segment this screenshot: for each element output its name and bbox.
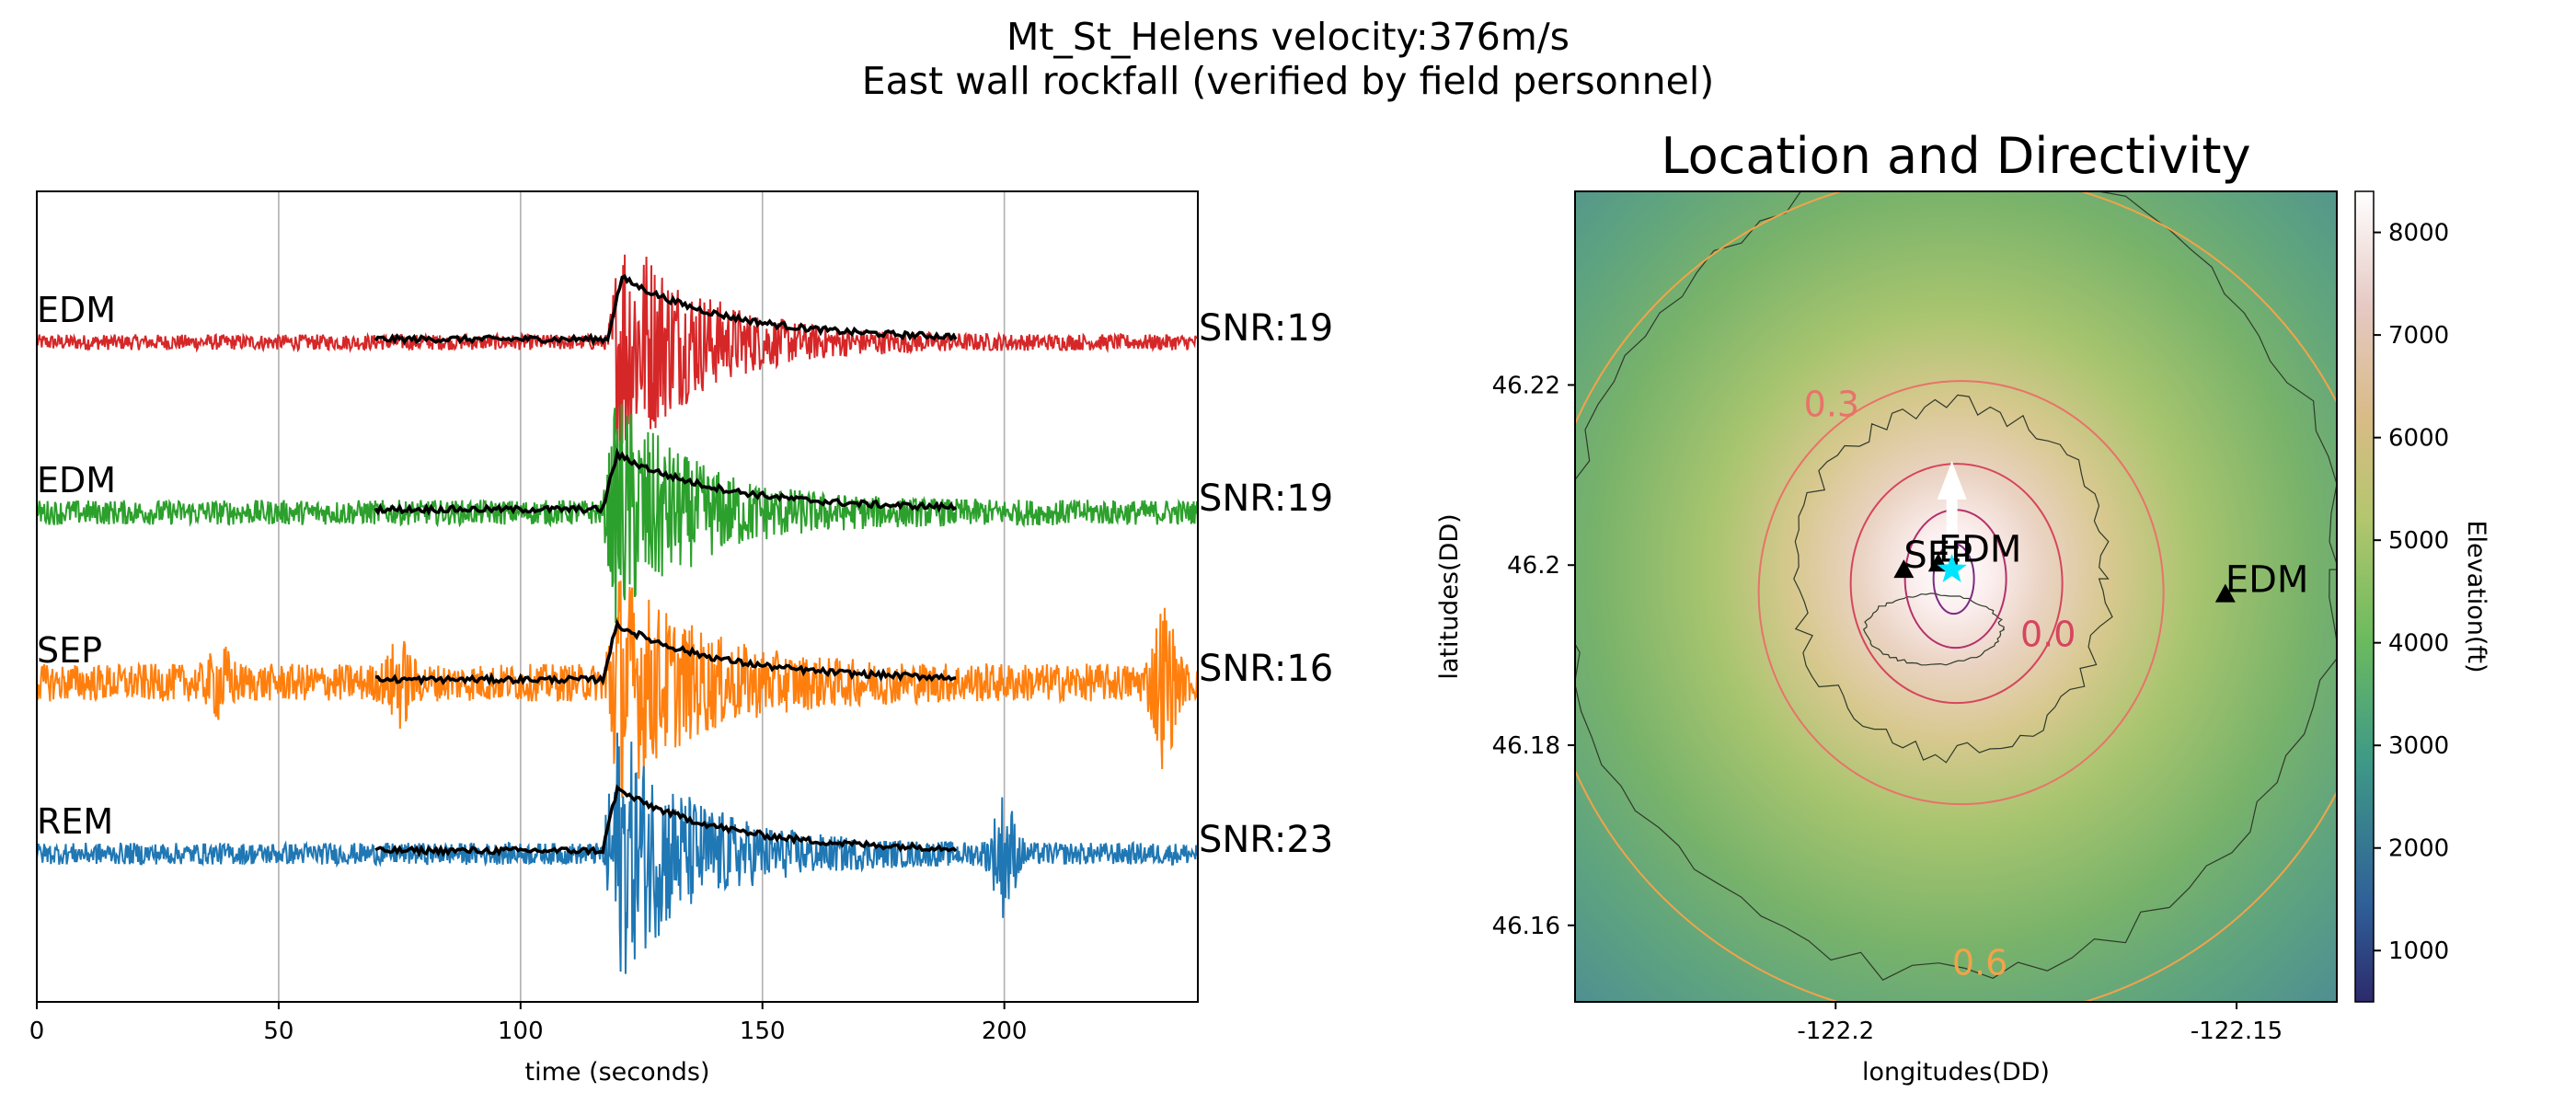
x-tick-label: 200: [982, 1018, 1028, 1045]
station-marker: [2214, 583, 2236, 603]
x-tick-label: -122.2: [1797, 1018, 1874, 1045]
snr-label: SNR:16: [1199, 648, 1333, 690]
waveform-chart: EDM SNR:19 EDM SNR:19 SEP SNR:16 REM SNR:23 0 50 1…: [29, 190, 1333, 1087]
x-tick-label: 100: [498, 1018, 544, 1045]
contour-label: 0.0: [2020, 614, 2076, 654]
waveform-trace: [36, 254, 1199, 454]
colorbar-label: Elevation(ft): [2462, 520, 2490, 673]
topo-contour: [1793, 394, 2113, 764]
x-axis-label: time (seconds): [524, 1058, 709, 1087]
station-label: EDM: [37, 460, 116, 500]
directivity-arrow-head: [1937, 461, 1967, 500]
colorbar-tick-label: 4000: [2388, 630, 2449, 658]
x-axis-label: longitudes(DD): [1862, 1058, 2050, 1087]
x-tick-label: -122.15: [2191, 1018, 2283, 1045]
colorbar-tick-label: 3000: [2388, 732, 2449, 760]
snr-label: SNR:19: [1199, 477, 1333, 520]
directivity-contour: [1849, 463, 2064, 705]
source-location-star: [1937, 554, 1967, 582]
waveform-trace: [36, 404, 1199, 624]
y-tick-label: 46.22: [1492, 372, 1560, 399]
map-overlays: [1575, 191, 2337, 1002]
snr-label: SNR:23: [1199, 819, 1333, 861]
colorbar-tick-label: 5000: [2388, 527, 2449, 555]
envelope-line: [374, 784, 958, 858]
plot-frame: [36, 190, 1199, 1003]
location-map-chart: 0.30.00.6SEPEDMEDMLocation and Directivi…: [1435, 127, 2490, 1087]
contour-label: 0.6: [1952, 943, 2007, 983]
map-frame: [1574, 190, 2338, 1003]
y-axis-label: latitudes(DD): [1435, 513, 1464, 679]
snr-label: SNR:19: [1199, 307, 1333, 350]
station-label: REM: [37, 801, 113, 842]
envelope-line: [374, 273, 958, 347]
station-label: EDM: [37, 290, 116, 330]
y-tick-label: 46.2: [1507, 552, 1560, 580]
map-title: Location and Directivity: [1661, 127, 2250, 185]
envelope-line: [374, 447, 957, 516]
colorbar-tick-label: 8000: [2388, 220, 2449, 247]
x-tick-label: 150: [740, 1018, 786, 1045]
colorbar-tick-label: 1000: [2388, 937, 2449, 965]
colorbar-tick-label: 2000: [2388, 835, 2449, 863]
suptitle-line-2: East wall rockfall (verified by field pe…: [861, 59, 1715, 103]
station-marker: [1893, 559, 1915, 579]
directivity-contour: [1757, 380, 2165, 806]
envelope-line: [374, 618, 957, 686]
station-label: EDM: [2225, 559, 2309, 602]
x-tick-label: 0: [29, 1018, 45, 1045]
y-tick-label: 46.18: [1492, 732, 1560, 760]
contour-label: 0.3: [1804, 385, 1859, 425]
waveform-trace: [36, 581, 1199, 799]
station-label: SEP: [37, 630, 102, 671]
colorbar: [2354, 190, 2375, 1003]
y-tick-label: 46.16: [1492, 913, 1560, 940]
suptitle-line-1: Mt_St_Helens velocity:376m/s: [1006, 15, 1570, 59]
colorbar-tick-label: 6000: [2388, 425, 2449, 453]
colorbar-tick-label: 7000: [2388, 322, 2449, 350]
x-tick-label: 50: [263, 1018, 293, 1045]
topo-contour: [1862, 592, 2005, 666]
waveform-trace: [36, 732, 1199, 974]
